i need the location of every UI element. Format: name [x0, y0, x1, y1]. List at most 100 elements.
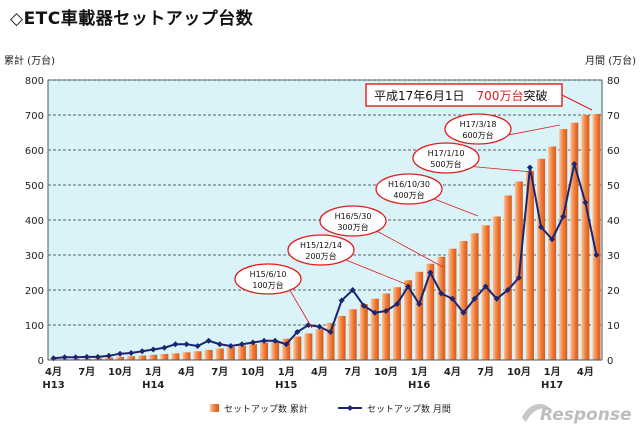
line-point — [427, 269, 434, 276]
year-label: H15 — [275, 380, 297, 391]
bar — [581, 115, 590, 360]
right-tick-label: 70 — [607, 111, 620, 122]
legend-bar-swatch — [210, 404, 219, 412]
line-point — [416, 301, 423, 307]
line-point — [227, 343, 234, 349]
bar — [359, 304, 368, 360]
bar — [193, 351, 202, 360]
callout-ellipse — [287, 234, 355, 266]
line-point — [504, 287, 511, 293]
line-point — [161, 344, 168, 351]
bar — [537, 158, 546, 360]
left-axis-label: 累計 (万台) — [4, 54, 55, 67]
line-point — [294, 329, 301, 335]
bar — [393, 287, 402, 360]
left-tick-label: 400 — [25, 216, 44, 227]
x-tick-label: 4月 — [45, 366, 62, 378]
year-label: H17 — [541, 380, 563, 391]
bar — [337, 315, 346, 360]
line-point — [349, 287, 356, 293]
line-point — [61, 354, 68, 361]
bar — [293, 336, 302, 360]
highlight-text: 平成17年6月1日 700万台突破 — [374, 88, 547, 103]
x-tick-label: 4月 — [577, 366, 594, 378]
bar — [404, 280, 413, 360]
right-tick-label: 10 — [607, 321, 620, 332]
x-tick-label: 10月 — [108, 366, 132, 378]
line-point — [183, 341, 190, 348]
right-tick-label: 0 — [607, 356, 613, 367]
left-tick-label: 0 — [38, 356, 44, 367]
right-tick-label: 60 — [607, 146, 620, 157]
legend-bar-label: セットアップ数 累計 — [224, 403, 308, 415]
watermark-text: Response — [540, 405, 632, 425]
callout-amount: 600万台 — [462, 130, 493, 140]
line-point — [316, 323, 323, 330]
line-point — [238, 341, 245, 348]
line-point — [249, 339, 256, 346]
bar — [492, 216, 501, 360]
legend: セットアップ数 累計 セットアップ数 月間 — [210, 403, 451, 415]
right-tick-label: 40 — [607, 216, 620, 227]
callout-ellipse — [319, 205, 387, 237]
callout-date: H16/5/30 — [335, 212, 372, 221]
bar — [592, 113, 601, 360]
callout-amount: 300万台 — [337, 222, 368, 232]
line-point — [460, 309, 467, 316]
bar — [570, 122, 579, 360]
bar — [381, 293, 390, 360]
line-point — [261, 337, 268, 344]
bar — [370, 298, 379, 360]
callout-date: H17/3/18 — [460, 120, 497, 129]
bar — [260, 342, 269, 360]
line-point — [360, 302, 367, 309]
callout-ellipse — [444, 113, 512, 145]
right-axis-label: 月間 (万台) — [585, 54, 636, 67]
callout-amount: 100万台 — [252, 280, 283, 290]
x-tick-label: 4月 — [444, 366, 461, 378]
line-point — [482, 283, 489, 290]
line-point — [205, 337, 212, 344]
callout-date: H15/6/10 — [250, 270, 287, 279]
line-point — [471, 295, 478, 302]
line-point — [172, 341, 179, 348]
bar — [171, 353, 180, 360]
right-tick-label: 20 — [607, 286, 620, 297]
highlight-date: 平成17年6月1日 — [374, 89, 477, 103]
bar — [215, 348, 224, 360]
line-point — [371, 309, 378, 316]
callout-amount: 400万台 — [393, 190, 424, 200]
line-point — [139, 348, 146, 355]
line-point — [493, 295, 500, 302]
bar — [559, 129, 568, 360]
year-label: H16 — [408, 380, 430, 391]
x-tick-label: 1月 — [411, 366, 428, 378]
bar — [237, 345, 246, 360]
bar — [326, 322, 335, 360]
callout-pointer — [372, 228, 444, 268]
line-point — [94, 353, 101, 360]
line-point — [338, 297, 345, 304]
bar — [248, 344, 257, 360]
bar — [503, 195, 512, 360]
x-tick-label: 10月 — [507, 366, 531, 378]
bar — [138, 355, 147, 360]
bar — [481, 225, 490, 360]
line-point — [150, 346, 157, 353]
bar — [437, 256, 446, 360]
line-point — [216, 341, 223, 348]
callout-date: H16/10/30 — [388, 180, 430, 189]
line-point — [272, 337, 279, 344]
highlight-suffix: 突破 — [523, 88, 547, 103]
bar — [548, 146, 557, 360]
line-point — [449, 295, 456, 302]
bar — [315, 329, 324, 360]
callout-pointer — [340, 257, 409, 286]
line-point — [128, 350, 135, 356]
legend-line-marker — [347, 405, 353, 411]
